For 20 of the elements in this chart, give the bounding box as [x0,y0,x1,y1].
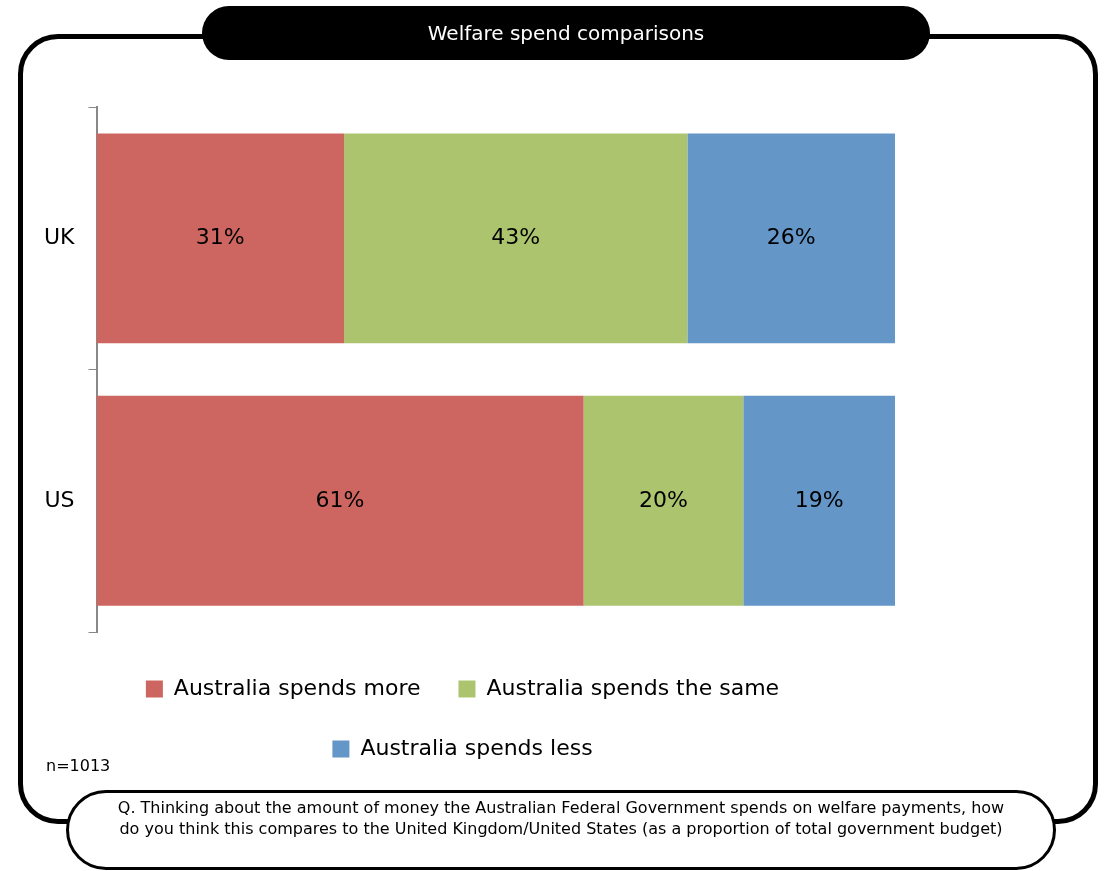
data-label: 19% [794,486,844,512]
y-tick-label: UK [44,224,76,250]
data-label: 26% [766,224,816,250]
y-tick-label: US [44,486,75,512]
bar [96,133,345,344]
text: Q. Thinking about the amount of money the Australian Federal Government spends on welfare payments, how do you think this compares to the United Kingdom/United States (as a proportion of total government budget) [66,790,1056,870]
data-label: 20% [638,486,688,512]
legend-label: Australia spends more [173,674,421,700]
bar [687,133,895,344]
text: n=1013 [46,756,111,775]
bar [583,395,744,606]
legend-label: Australia spends less [360,734,593,760]
bar [96,395,584,606]
data-label: 31% [195,224,245,250]
chart-title: Welfare spend comparisons [202,6,930,60]
data-label: 61% [315,486,365,512]
data-label: 43% [491,224,541,250]
bar [743,395,895,606]
legend-label: Australia spends the same [486,674,780,700]
bar [344,133,688,344]
